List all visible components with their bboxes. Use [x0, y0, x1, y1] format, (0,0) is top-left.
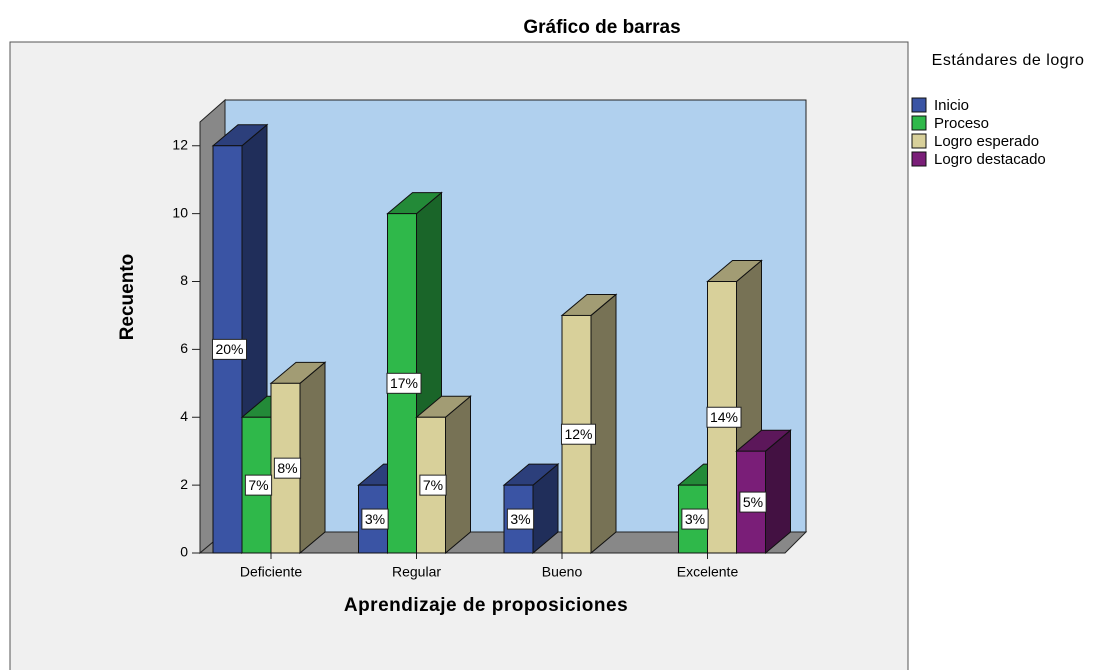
value-label: 8% — [277, 460, 297, 476]
value-label: 3% — [685, 511, 705, 527]
value-label-box — [706, 406, 742, 428]
value-label-box — [419, 474, 447, 496]
y-tick-label: 12 — [172, 136, 188, 152]
x-tick-label: Bueno — [542, 564, 583, 580]
legend-label: Logro destacado — [934, 151, 1046, 168]
value-label: 20% — [215, 341, 243, 357]
value-label-box — [211, 338, 248, 360]
y-tick-label: 6 — [180, 340, 188, 356]
legend-swatch — [911, 115, 927, 131]
value-label-box — [681, 508, 709, 530]
legend-swatch — [911, 133, 927, 149]
legend-swatch — [911, 151, 927, 167]
x-tick-label: Deficiente — [240, 564, 302, 580]
value-label: 3% — [365, 511, 385, 527]
value-label: 7% — [423, 477, 443, 493]
value-label-box — [244, 474, 273, 496]
y-tick-label: 0 — [180, 544, 188, 560]
y-tick-label: 2 — [180, 476, 188, 492]
value-label: 7% — [248, 477, 268, 493]
x-tick-label: Regular — [392, 564, 441, 580]
y-tick-label: 8 — [180, 272, 188, 288]
bar-side — [299, 361, 326, 555]
value-label: 5% — [743, 494, 763, 510]
value-label-box — [273, 457, 302, 479]
legend-label: Proceso — [934, 115, 989, 132]
y-tick-label: 10 — [172, 204, 188, 220]
x-tick-label: Excelente — [677, 564, 739, 580]
value-label: 3% — [510, 511, 530, 527]
value-label: 12% — [564, 426, 592, 442]
x-axis-title: Aprendizaje de proposiciones — [344, 595, 628, 616]
legend-label: Inicio — [934, 97, 969, 114]
value-label-box — [560, 423, 597, 445]
y-axis-title: Recuento — [117, 254, 138, 341]
legend-swatch — [911, 97, 927, 113]
bar-side — [445, 395, 471, 555]
value-label: 14% — [710, 409, 738, 425]
value-label-box — [739, 491, 767, 513]
y-tick-label: 4 — [180, 408, 188, 424]
value-label-box — [386, 372, 422, 394]
legend-title: Estándares de logro — [931, 52, 1085, 69]
chart-title: Gráfico de barras — [523, 17, 680, 38]
value-label-box — [506, 508, 535, 530]
legend-label: Logro esperado — [934, 133, 1039, 150]
value-label: 17% — [390, 375, 418, 391]
value-label-box — [361, 508, 389, 530]
